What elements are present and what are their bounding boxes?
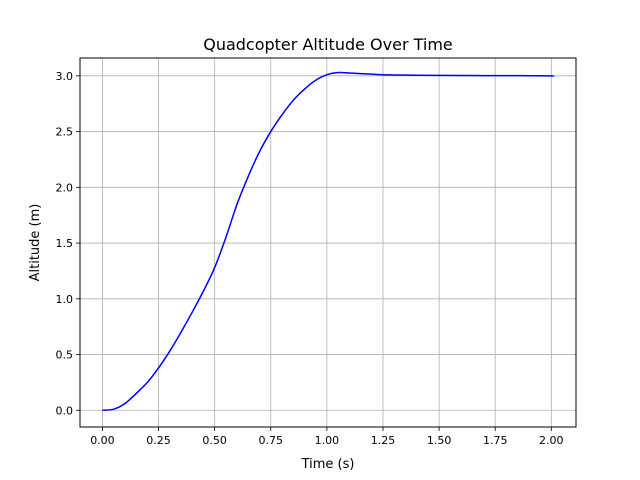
y-tick-label: 1.5: [56, 237, 74, 250]
x-tick-label: 0.50: [202, 434, 227, 447]
altitude-line: [102, 71, 555, 412]
y-tick-label: 3.0: [56, 70, 74, 83]
x-tick-label: 1.50: [427, 434, 452, 447]
grid: [80, 58, 576, 427]
x-axis-label: Time (s): [301, 457, 355, 472]
x-tick-label: 1.00: [315, 434, 340, 447]
x-tick-label: 2.00: [539, 434, 564, 447]
y-tick-label: 2.5: [56, 126, 74, 139]
y-axis-label: Altitude (m): [28, 204, 43, 282]
y-tick-label: 0.5: [56, 349, 74, 362]
y-tick-label: 0.0: [56, 404, 74, 417]
y-tick-label: 1.0: [56, 293, 74, 306]
y-tick-label: 2.0: [56, 181, 74, 194]
x-tick-label: 1.75: [483, 434, 508, 447]
chart-title: Quadcopter Altitude Over Time: [203, 35, 453, 54]
x-tick-label: 1.25: [371, 434, 396, 447]
x-tick-label: 0.00: [90, 434, 115, 447]
series-layer: [102, 71, 555, 412]
x-tick-label: 0.75: [259, 434, 284, 447]
tick-layer: 0.00 0.25 0.50 0.75 1.00 1.25 1.50 1.75 2.00 0.0 0…: [56, 70, 564, 447]
x-tick-label: 0.25: [146, 434, 171, 447]
plot-area-frame: [79, 57, 577, 428]
